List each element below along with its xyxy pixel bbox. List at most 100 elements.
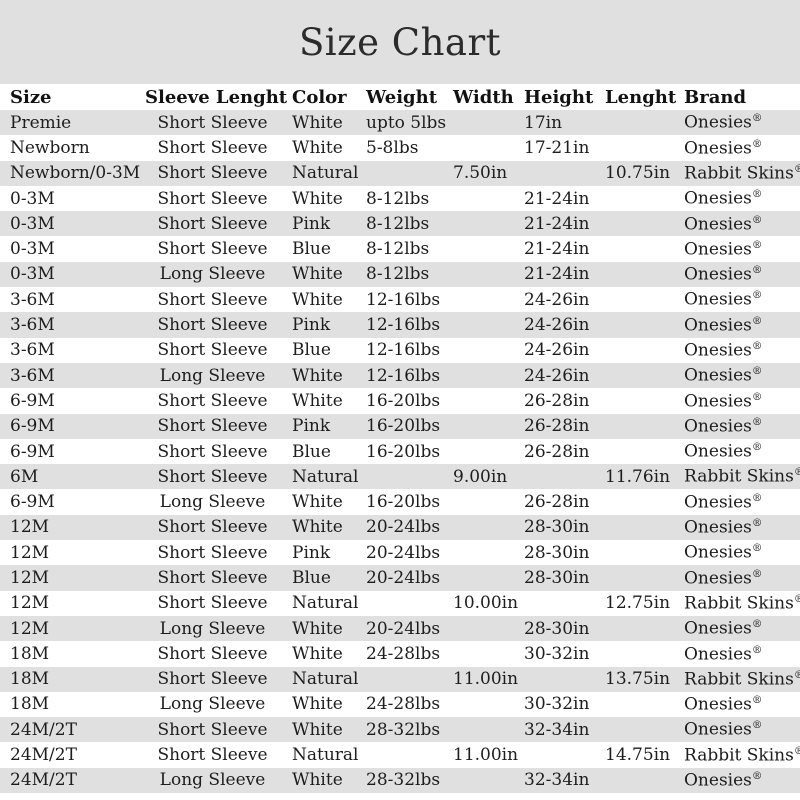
- table-row: 24M/2T Long Sleeve White 28-32lbs 32-34in One…: [0, 767, 800, 794]
- registered-trademark-symbol: ®: [793, 744, 800, 757]
- cell-weight: 20-24lbs: [366, 542, 441, 563]
- cell-weight: 20-24lbs: [366, 517, 441, 538]
- cell-sleeve-length: Long Sleeve: [159, 618, 266, 639]
- table-row: 6M Short Sleeve Natural 9.00in 11.76in Rabbit…: [0, 464, 800, 490]
- registered-trademark-symbol: ®: [751, 491, 763, 504]
- table-row: 3-6M Long Sleeve White 12-16lbs 24-26in Onesi…: [0, 362, 800, 389]
- cell-brand: Onesies®: [684, 618, 763, 639]
- cell-sleeve-length: Long Sleeve: [159, 770, 266, 791]
- registered-trademark-symbol: ®: [751, 719, 763, 732]
- cell-size: 18M: [10, 694, 50, 715]
- cell-height: 17-21in: [524, 137, 590, 158]
- cell-weight: 12-16lbs: [366, 365, 441, 386]
- column-header-sleeve-length: Sleeve Lenght: [145, 86, 288, 108]
- cell-size: 3-6M: [10, 289, 55, 310]
- page-title: Size Chart: [298, 20, 502, 64]
- cell-weight: 24-28lbs: [366, 643, 441, 664]
- cell-color: Natural: [292, 669, 359, 690]
- cell-brand: Rabbit Skins®: [684, 745, 800, 766]
- cell-height: 21-24in: [524, 213, 590, 234]
- cell-sleeve-length: Short Sleeve: [157, 441, 268, 462]
- column-header-width: Width: [453, 86, 514, 108]
- registered-trademark-symbol: ®: [751, 365, 763, 378]
- cell-weight: 5-8lbs: [366, 137, 419, 158]
- cell-height: 26-28in: [524, 441, 590, 462]
- cell-brand: Onesies®: [684, 719, 763, 741]
- table-row: 0-3M Short Sleeve Pink 8-12lbs 21-24in Onesie…: [0, 211, 800, 237]
- registered-trademark-symbol: ®: [751, 770, 763, 783]
- cell-weight: 8-12lbs: [366, 213, 430, 234]
- registered-trademark-symbol: ®: [793, 466, 800, 479]
- registered-trademark-symbol: ®: [751, 390, 763, 403]
- cell-weight: upto 5lbs: [366, 112, 447, 133]
- cell-weight: 28-32lbs: [366, 719, 441, 740]
- table-row: 18M Short Sleeve Natural 11.00in 13.75in Rabb…: [0, 666, 800, 692]
- cell-color: White: [292, 264, 343, 285]
- cell-weight: 16-20lbs: [366, 441, 441, 462]
- cell-color: Natural: [292, 745, 359, 766]
- cell-brand: Rabbit Skins®: [684, 163, 800, 184]
- cell-color: Pink: [292, 542, 331, 563]
- registered-trademark-symbol: ®: [751, 264, 763, 277]
- cell-size: 6-9M: [10, 390, 55, 411]
- cell-size: 6-9M: [10, 492, 55, 513]
- cell-weight: 12-16lbs: [366, 340, 441, 361]
- table-row: 3-6M Short Sleeve Pink 12-16lbs 24-26in Onesi…: [0, 312, 800, 338]
- cell-sleeve-length: Long Sleeve: [159, 264, 266, 285]
- registered-trademark-symbol: ®: [751, 567, 763, 580]
- table-row: 12M Short Sleeve White 20-24lbs 28-30in Onesi…: [0, 514, 800, 541]
- registered-trademark-symbol: ®: [793, 592, 800, 605]
- table-row: 12M Long Sleeve White 20-24lbs 28-30in Onesie…: [0, 615, 800, 642]
- cell-sleeve-length: Long Sleeve: [159, 492, 266, 513]
- cell-sleeve-length: Short Sleeve: [157, 137, 268, 158]
- cell-brand: Onesies®: [684, 390, 763, 412]
- cell-weight: 24-28lbs: [366, 694, 441, 715]
- cell-brand: Onesies®: [684, 112, 763, 133]
- cell-weight: 20-24lbs: [366, 618, 441, 639]
- cell-sleeve-length: Short Sleeve: [157, 188, 268, 209]
- cell-size: 3-6M: [10, 315, 55, 336]
- cell-sleeve-length: Short Sleeve: [157, 390, 268, 411]
- cell-brand: Rabbit Skins®: [684, 669, 800, 690]
- cell-size: 6-9M: [10, 441, 55, 462]
- cell-brand: Onesies®: [684, 694, 763, 715]
- cell-color: White: [292, 188, 343, 209]
- cell-color: Natural: [292, 163, 359, 184]
- cell-brand: Onesies®: [684, 137, 763, 159]
- table-row: Newborn Short Sleeve White 5-8lbs 17-21in One…: [0, 135, 800, 161]
- cell-brand: Onesies®: [684, 517, 763, 538]
- cell-sleeve-length: Short Sleeve: [157, 542, 268, 563]
- table-row: 24M/2T Short Sleeve Natural 11.00in 14.75in R…: [0, 742, 800, 768]
- cell-brand: Onesies®: [684, 289, 763, 311]
- cell-brand: Rabbit Skins®: [684, 466, 800, 487]
- cell-color: Blue: [292, 239, 331, 260]
- cell-sleeve-length: Short Sleeve: [157, 567, 268, 588]
- cell-weight: 12-16lbs: [366, 289, 441, 310]
- cell-height: 26-28in: [524, 492, 590, 513]
- registered-trademark-symbol: ®: [751, 137, 763, 150]
- cell-height: 26-28in: [524, 416, 590, 437]
- cell-color: White: [292, 719, 343, 740]
- cell-height: 30-32in: [524, 643, 590, 664]
- table-row: 0-3M Short Sleeve White 8-12lbs 21-24in Onesi…: [0, 185, 800, 212]
- registered-trademark-symbol: ®: [751, 694, 763, 707]
- cell-width: 7.50in: [453, 163, 508, 184]
- cell-sleeve-length: Short Sleeve: [157, 289, 268, 310]
- column-header-size: Size: [10, 86, 52, 108]
- cell-sleeve-length: Short Sleeve: [157, 669, 268, 690]
- table-row: 6-9M Short Sleeve White 16-20lbs 26-28in Ones…: [0, 388, 800, 414]
- cell-length: 14.75in: [605, 745, 671, 766]
- column-header-length: Lenght: [605, 86, 677, 108]
- cell-brand: Onesies®: [684, 314, 763, 336]
- cell-color: White: [292, 694, 343, 715]
- cell-sleeve-length: Short Sleeve: [157, 517, 268, 538]
- cell-size: 24M/2T: [10, 770, 77, 791]
- cell-sleeve-length: Long Sleeve: [159, 365, 266, 386]
- cell-size: 3-6M: [10, 340, 55, 361]
- cell-size: 6M: [10, 466, 39, 487]
- cell-size: 0-3M: [10, 264, 55, 285]
- cell-height: 21-24in: [524, 239, 590, 260]
- registered-trademark-symbol: ®: [751, 188, 763, 201]
- cell-sleeve-length: Short Sleeve: [157, 416, 268, 437]
- column-header-weight: Weight: [366, 86, 438, 108]
